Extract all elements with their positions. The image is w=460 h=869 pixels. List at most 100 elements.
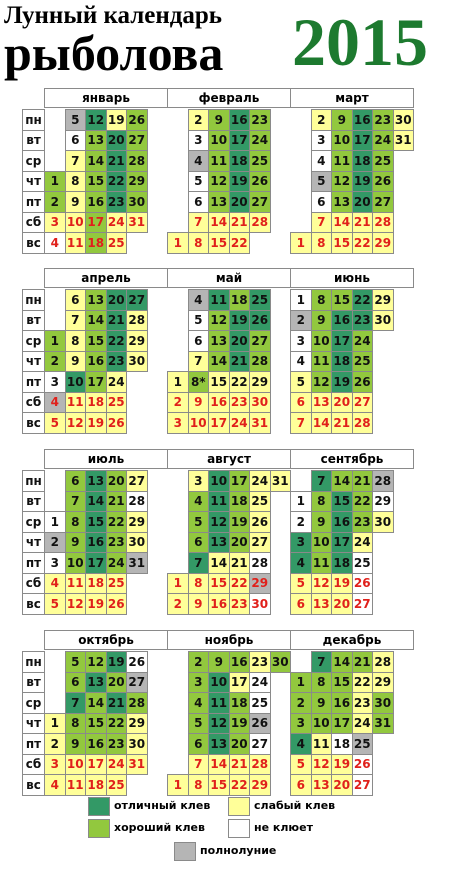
day-cell: 3 [290,330,312,352]
day-cell: 27 [351,774,373,796]
day-cell: 5 [290,371,312,393]
day-cell: 23 [372,109,394,131]
day-cell: 11 [310,552,332,574]
day-cell: 5 [44,412,66,434]
legend-swatch [174,842,196,861]
day-cell: 14 [208,753,230,775]
day-cell: 24 [105,753,127,775]
day-cell: 9 [187,391,209,413]
day-cell: 10 [208,129,230,151]
day-cell: 26 [249,712,271,734]
day-cell: 18 [228,150,250,172]
day-cell: 22 [105,330,127,352]
day-cell: 9 [208,109,230,131]
day-cell: 4 [44,232,66,254]
day-cell: 25 [105,774,127,796]
day-cell: 29 [126,330,148,352]
day-cell: 3 [310,129,332,151]
day-cell: 28 [249,552,271,574]
day-cell: 21 [228,350,250,372]
day-cell: 24 [105,552,127,574]
day-cell: 29 [249,371,271,393]
day-cell: 30 [372,511,394,533]
day-cell: 11 [310,350,332,372]
day-cell: 26 [351,572,373,594]
day-cell: 18 [228,692,250,714]
day-cell: 17 [228,129,250,151]
day-cell: 19 [228,511,250,533]
day-cell: 17 [208,412,230,434]
day-cell: 24 [249,671,271,693]
legend-label: хороший клев [114,821,205,834]
day-cell: 1 [167,572,189,594]
day-cell: 9 [310,309,332,331]
day-cell: 5 [187,712,209,734]
weekday-label: чт [22,350,45,372]
day-cell: 26 [249,170,271,192]
day-cell: 14 [208,350,230,372]
day-cell: 6 [310,191,332,213]
day-cell: 9 [64,350,86,372]
weekday-label: чт [22,712,45,734]
day-cell: 11 [331,150,353,172]
day-cell: 13 [310,774,332,796]
day-cell: 27 [126,289,148,311]
day-cell: 26 [351,753,373,775]
day-cell: 4 [290,350,312,372]
day-cell: 9 [331,109,353,131]
day-cell: 9 [64,191,86,213]
year: 2015 [292,4,428,80]
day-cell: 8 [187,232,209,254]
day-cell: 1 [290,232,312,254]
day-cell: 18 [331,350,353,372]
day-cell: 13 [85,470,107,492]
day-cell: 30 [126,733,148,755]
day-cell: 10 [64,371,86,393]
day-cell: 26 [249,511,271,533]
day-cell: 4 [187,490,209,512]
day-cell: 8 [310,671,332,693]
month-name: июль [44,449,168,469]
day-cell: 29 [372,232,394,254]
day-cell: 25 [372,150,394,172]
day-cell: 3 [44,211,66,233]
day-cell: 7 [187,211,209,233]
day-cell: 13 [85,671,107,693]
day-cell: 5 [187,170,209,192]
legend-swatch [88,797,110,816]
day-cell: 25 [105,232,127,254]
day-cell: 15 [85,330,107,352]
weekday-label: пт [22,191,45,213]
day-cell: 22 [351,490,373,512]
day-cell: 18 [351,150,373,172]
day-cell: 27 [249,733,271,755]
day-cell: 29 [126,712,148,734]
day-cell: 28 [249,211,271,233]
day-cell: 5 [310,170,332,192]
day-cell: 10 [310,531,332,553]
day-cell: 20 [331,593,353,615]
day-cell: 27 [249,330,271,352]
day-cell: 27 [249,191,271,213]
day-cell: 15 [208,371,230,393]
day-cell: 29 [249,572,271,594]
day-cell: 7 [187,552,209,574]
day-cell: 19 [85,593,107,615]
day-cell: 22 [228,572,250,594]
day-cell: 10 [208,470,230,492]
day-cell: 4 [44,774,66,796]
day-cell: 2 [44,531,66,553]
month-name: сентябрь [290,449,414,469]
day-cell: 4 [310,150,332,172]
day-cell: 3 [187,671,209,693]
day-cell: 28 [351,412,373,434]
day-cell: 1 [167,774,189,796]
day-cell: 30 [126,191,148,213]
weekday-label: вс [22,232,45,254]
day-cell: 27 [372,191,394,213]
day-cell: 7 [290,412,312,434]
day-cell: 28 [126,692,148,714]
day-cell: 15 [208,774,230,796]
day-cell: 16 [85,733,107,755]
day-cell: 16 [331,692,353,714]
